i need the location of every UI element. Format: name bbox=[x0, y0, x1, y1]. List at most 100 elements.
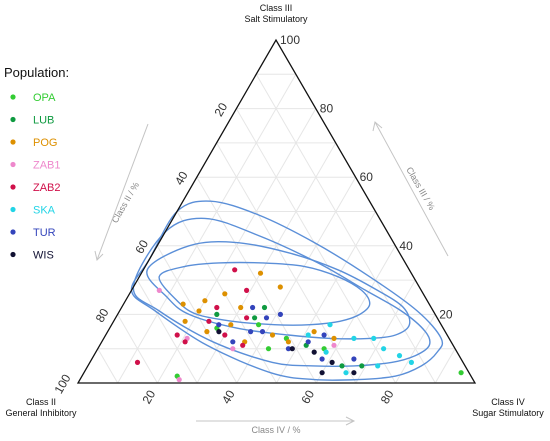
tick-class2: 60 bbox=[132, 237, 151, 256]
axis-title-class4: Class IV / % bbox=[251, 425, 300, 435]
data-point-opa bbox=[458, 370, 464, 376]
data-point-opa bbox=[256, 322, 262, 328]
grid-line-class4 bbox=[315, 245, 396, 384]
axis-title-class2: Class II / % bbox=[110, 180, 141, 224]
legend-marker-lub bbox=[10, 116, 16, 123]
legend-title: Population: bbox=[4, 65, 69, 80]
data-point-wis bbox=[311, 349, 317, 355]
data-point-zab2 bbox=[232, 267, 238, 273]
legend-marker-zab1 bbox=[10, 161, 16, 168]
data-point-zab2 bbox=[182, 339, 188, 345]
data-point-opa bbox=[265, 346, 272, 352]
data-point-zab2 bbox=[244, 287, 250, 293]
data-point-zab2 bbox=[222, 332, 228, 338]
data-point-ska bbox=[408, 359, 414, 365]
data-point-ska bbox=[351, 335, 357, 341]
axis-arrow-class3 bbox=[374, 121, 449, 257]
data-point-ska bbox=[323, 349, 329, 355]
data-point-pog bbox=[238, 304, 244, 311]
legend-label-pog: POG bbox=[33, 137, 57, 149]
ternary-grid bbox=[97, 73, 456, 384]
data-point-ska bbox=[375, 363, 381, 369]
data-point-tur bbox=[285, 346, 291, 352]
grid-line-class4 bbox=[117, 74, 297, 384]
ternary-frame bbox=[76, 38, 477, 384]
tick-class2: 20 bbox=[212, 100, 231, 119]
data-point-ska bbox=[396, 353, 403, 359]
data-point-pog bbox=[277, 284, 283, 290]
density-contour-3 bbox=[132, 217, 431, 367]
data-point-pog bbox=[311, 329, 317, 335]
tick-labels: 20 40 60 80 100 20 40 60 80 100 20 40 60 80 bbox=[51, 33, 452, 406]
density-contour-1 bbox=[158, 261, 371, 326]
data-point-tur bbox=[216, 322, 222, 328]
grid-line-class2 bbox=[176, 211, 277, 384]
density-contours bbox=[130, 200, 444, 381]
tick-class4: 20 bbox=[140, 387, 159, 406]
data-point-pog bbox=[285, 339, 291, 345]
data-point-wis bbox=[329, 359, 335, 365]
tick-class4: 80 bbox=[378, 387, 397, 406]
tick-class4: 60 bbox=[298, 387, 317, 406]
data-point-zab2 bbox=[174, 332, 180, 338]
data-point-tur bbox=[250, 304, 256, 311]
legend-marker-opa bbox=[10, 94, 16, 100]
grid-line-class2 bbox=[117, 314, 158, 384]
grid-line-class2 bbox=[255, 74, 436, 384]
data-point-ska bbox=[327, 322, 333, 328]
data-point-tur bbox=[263, 315, 270, 321]
data-point-zab2 bbox=[134, 359, 141, 365]
tick-class2: 40 bbox=[172, 169, 191, 188]
data-point-zab1 bbox=[230, 346, 236, 352]
data-point-tur bbox=[319, 356, 325, 362]
data-point-zab1 bbox=[331, 342, 337, 348]
legend-label-zab2: ZAB2 bbox=[33, 182, 61, 194]
legend-label-zab1: ZAB1 bbox=[33, 160, 61, 172]
tick-class2: 100 bbox=[51, 372, 73, 397]
grid-line-class4 bbox=[276, 211, 376, 384]
data-point-tur bbox=[259, 329, 266, 335]
grid-line-class2 bbox=[136, 279, 198, 384]
legend-label-lub: LUB bbox=[33, 115, 54, 127]
tick-class3: 40 bbox=[399, 239, 413, 253]
corner-top-title: Class III bbox=[260, 3, 293, 13]
corner-labels: Class III Salt Stimulatory Class II Gene… bbox=[5, 3, 544, 418]
data-point-pog bbox=[202, 298, 208, 304]
data-point-pog bbox=[204, 329, 210, 335]
data-point-zab2 bbox=[206, 318, 212, 324]
tick-class2: 80 bbox=[93, 306, 112, 325]
tick-class3: 80 bbox=[320, 102, 334, 116]
data-point-zab2 bbox=[244, 315, 250, 321]
data-point-pog bbox=[269, 332, 276, 338]
data-point-lub bbox=[214, 311, 220, 317]
grid-line-class4 bbox=[434, 348, 456, 384]
legend-marker-ska bbox=[10, 206, 16, 213]
data-point-lub bbox=[359, 363, 365, 369]
data-point-ska bbox=[305, 332, 311, 338]
legend-marker-wis bbox=[10, 251, 16, 258]
data-point-zab2 bbox=[214, 304, 220, 311]
grid-line-class2 bbox=[97, 348, 119, 384]
grid-line-class2 bbox=[216, 142, 357, 384]
legend-marker-pog bbox=[10, 139, 16, 145]
data-point-pog bbox=[331, 335, 337, 341]
data-point-wis bbox=[351, 370, 357, 376]
data-point-pog bbox=[257, 270, 264, 276]
tick-class3: 60 bbox=[360, 170, 374, 184]
triangle-outline bbox=[76, 38, 477, 384]
axis-arrowhead-class3 bbox=[372, 121, 383, 132]
tick-class3: 20 bbox=[439, 307, 453, 321]
data-point-lub bbox=[339, 363, 345, 369]
data-point-zab1 bbox=[156, 287, 162, 293]
data-point-ska bbox=[343, 370, 349, 376]
tick-class4: 40 bbox=[219, 387, 238, 406]
data-point-tur bbox=[230, 339, 236, 345]
data-points bbox=[134, 267, 464, 383]
data-point-pog bbox=[182, 318, 188, 324]
density-contour-4 bbox=[130, 200, 444, 381]
data-point-zab2 bbox=[240, 342, 246, 348]
corner-right-title: Class IV bbox=[491, 397, 525, 407]
legend-label-tur: TUR bbox=[33, 227, 56, 239]
corner-top-subtitle: Salt Stimulatory bbox=[244, 14, 308, 24]
